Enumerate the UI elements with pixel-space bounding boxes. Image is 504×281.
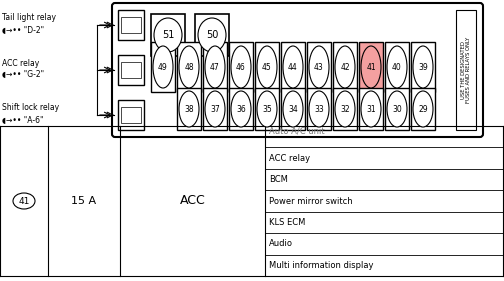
Bar xyxy=(151,42,175,92)
Text: ◖→•• "G-2": ◖→•• "G-2" xyxy=(2,71,44,80)
Text: Auto A/C unit: Auto A/C unit xyxy=(269,127,325,136)
Text: ◖→•• "A-6": ◖→•• "A-6" xyxy=(2,115,43,124)
Ellipse shape xyxy=(179,91,199,127)
Text: 41: 41 xyxy=(366,62,376,71)
Text: Power mirror switch: Power mirror switch xyxy=(269,196,353,205)
Text: ◖→•• "D-2": ◖→•• "D-2" xyxy=(2,26,44,35)
Text: 35: 35 xyxy=(262,105,272,114)
Bar xyxy=(385,88,409,130)
Bar xyxy=(359,42,383,92)
Ellipse shape xyxy=(309,91,329,127)
Ellipse shape xyxy=(283,46,303,88)
Text: ACC relay: ACC relay xyxy=(269,154,310,163)
Text: 47: 47 xyxy=(210,62,220,71)
Ellipse shape xyxy=(335,91,355,127)
Bar xyxy=(203,88,227,130)
Ellipse shape xyxy=(205,46,225,88)
Bar xyxy=(118,55,144,85)
Ellipse shape xyxy=(361,91,381,127)
FancyBboxPatch shape xyxy=(112,3,483,137)
Bar xyxy=(333,42,357,92)
Bar xyxy=(203,42,227,92)
Bar xyxy=(121,107,141,123)
Bar xyxy=(118,10,144,40)
Text: Shift lock relay: Shift lock relay xyxy=(2,103,59,112)
Text: 30: 30 xyxy=(392,105,402,114)
Ellipse shape xyxy=(231,91,251,127)
Text: 40: 40 xyxy=(392,62,402,71)
Bar xyxy=(281,88,305,130)
Ellipse shape xyxy=(154,18,182,52)
Text: Multi information display: Multi information display xyxy=(269,261,373,270)
Text: 42: 42 xyxy=(340,62,350,71)
Ellipse shape xyxy=(179,46,199,88)
Bar xyxy=(307,88,331,130)
Text: 29: 29 xyxy=(418,105,428,114)
Bar xyxy=(456,10,476,130)
Text: 43: 43 xyxy=(314,62,324,71)
Bar xyxy=(255,42,279,92)
Ellipse shape xyxy=(413,91,433,127)
Text: 15 A: 15 A xyxy=(72,196,97,206)
Ellipse shape xyxy=(257,91,277,127)
Text: 36: 36 xyxy=(236,105,246,114)
Bar xyxy=(255,88,279,130)
Text: 48: 48 xyxy=(184,62,194,71)
Text: 39: 39 xyxy=(418,62,428,71)
Ellipse shape xyxy=(205,91,225,127)
Ellipse shape xyxy=(231,46,251,88)
Bar xyxy=(177,42,201,92)
Bar xyxy=(195,14,229,56)
Text: 50: 50 xyxy=(206,30,218,40)
Ellipse shape xyxy=(387,91,407,127)
Bar xyxy=(229,42,253,92)
Ellipse shape xyxy=(153,46,173,88)
Text: BCM: BCM xyxy=(269,175,288,184)
Bar xyxy=(359,88,383,130)
Text: ACC relay: ACC relay xyxy=(2,58,39,67)
Ellipse shape xyxy=(13,193,35,209)
Bar xyxy=(411,42,435,92)
Bar xyxy=(411,88,435,130)
Text: 31: 31 xyxy=(366,105,376,114)
Ellipse shape xyxy=(257,46,277,88)
Text: Audio: Audio xyxy=(269,239,293,248)
Bar xyxy=(151,14,185,56)
Ellipse shape xyxy=(198,18,226,52)
Bar xyxy=(281,42,305,92)
Text: 49: 49 xyxy=(158,62,168,71)
Text: KLS ECM: KLS ECM xyxy=(269,218,305,227)
Bar xyxy=(385,42,409,92)
Text: 51: 51 xyxy=(162,30,174,40)
Text: USE THE DESIGNATED
FUSES AND RELAYS ONLY: USE THE DESIGNATED FUSES AND RELAYS ONLY xyxy=(461,37,471,103)
Text: Tail light relay: Tail light relay xyxy=(2,13,56,22)
Ellipse shape xyxy=(335,46,355,88)
Text: 32: 32 xyxy=(340,105,350,114)
Bar xyxy=(307,42,331,92)
Ellipse shape xyxy=(309,46,329,88)
Bar xyxy=(229,88,253,130)
Text: 37: 37 xyxy=(210,105,220,114)
Bar xyxy=(118,100,144,130)
Bar xyxy=(121,62,141,78)
Text: 41: 41 xyxy=(18,196,30,205)
Ellipse shape xyxy=(413,46,433,88)
Text: ACC: ACC xyxy=(179,194,205,207)
Text: 33: 33 xyxy=(314,105,324,114)
Text: 34: 34 xyxy=(288,105,298,114)
Ellipse shape xyxy=(387,46,407,88)
Ellipse shape xyxy=(361,46,381,88)
Text: 46: 46 xyxy=(236,62,246,71)
Text: 44: 44 xyxy=(288,62,298,71)
Bar xyxy=(121,17,141,33)
Ellipse shape xyxy=(283,91,303,127)
Bar xyxy=(333,88,357,130)
Text: 45: 45 xyxy=(262,62,272,71)
Bar xyxy=(177,88,201,130)
Text: 38: 38 xyxy=(184,105,194,114)
